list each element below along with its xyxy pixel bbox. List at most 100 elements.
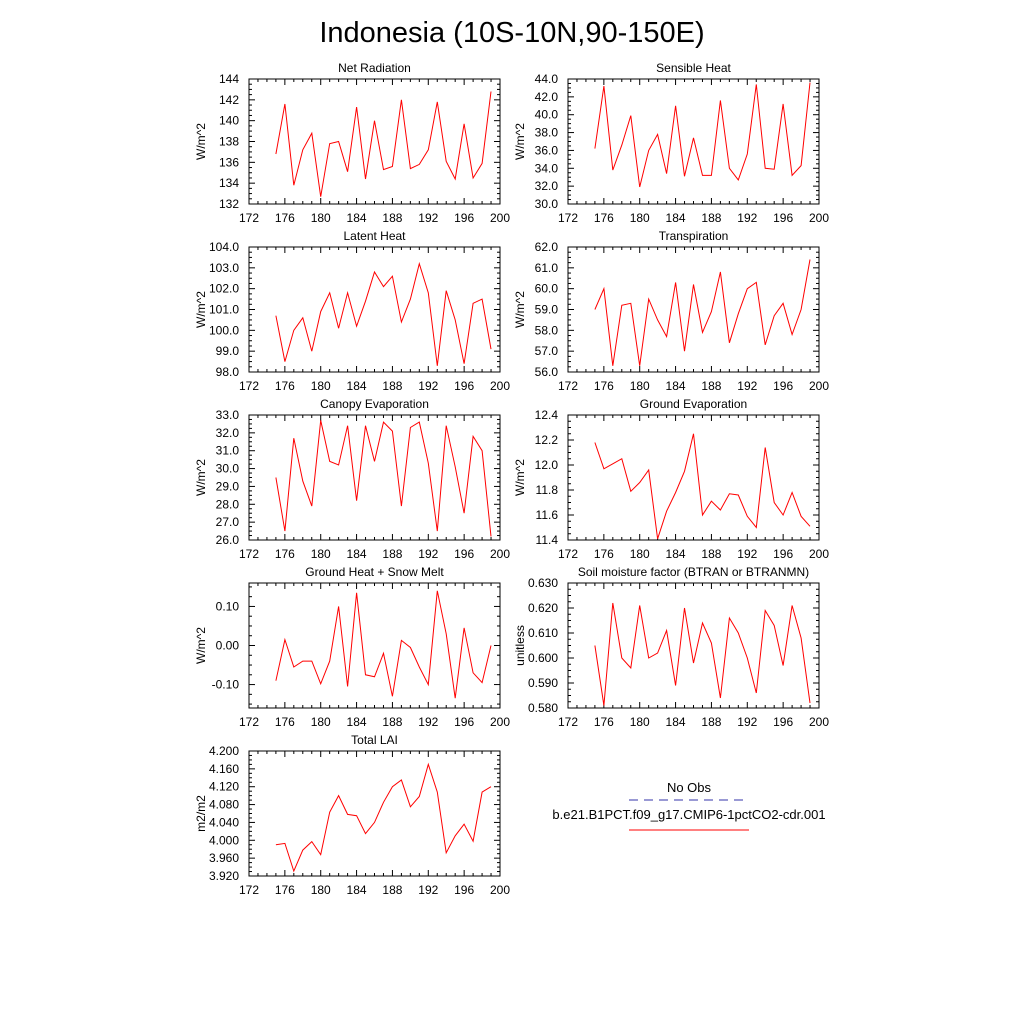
series-line-soil-moisture-factor-btran-or-btranmn xyxy=(594,602,811,706)
x-tick-label: 188 xyxy=(382,547,402,561)
series-line-canopy-evaporation xyxy=(275,420,492,537)
plot-frame-canopy-evaporation xyxy=(248,414,501,541)
y-tick-label: -0.10 xyxy=(212,678,240,692)
y-tick-label: 56.0 xyxy=(535,365,559,379)
x-tick-label: 172 xyxy=(239,211,259,225)
x-tick-label: 184 xyxy=(666,547,686,561)
x-tick-label: 196 xyxy=(773,211,793,225)
x-tick-label: 196 xyxy=(454,379,474,393)
y-tick-label: 11.4 xyxy=(536,533,559,547)
x-tick-label: 180 xyxy=(311,715,331,729)
x-tick-label: 176 xyxy=(594,379,614,393)
x-tick-label: 196 xyxy=(773,715,793,729)
y-tick-label: 34.0 xyxy=(535,161,559,175)
y-tick-label: 12.2 xyxy=(535,433,559,447)
x-tick-label: 200 xyxy=(490,379,510,393)
y-tick-label: 0.590 xyxy=(528,676,558,690)
y-tick-label: 4.080 xyxy=(209,798,239,812)
y-axis-label-sensible-heat: W/m^2 xyxy=(513,123,527,160)
panel-canopy-evaporation: Canopy Evaporation 172 176 180 184 188 192 196 2… xyxy=(194,397,510,561)
x-tick-label: 176 xyxy=(594,547,614,561)
panels-group: Net Radiation 172 176 180 184 188 192 196 200 132… xyxy=(194,61,829,897)
x-tick-label: 180 xyxy=(630,715,650,729)
x-tick-label: 176 xyxy=(275,211,295,225)
y-axis-label-net-radiation: W/m^2 xyxy=(194,123,208,160)
x-tick-label: 180 xyxy=(311,547,331,561)
y-tick-label: 38.0 xyxy=(535,126,559,140)
y-tick-label: 0.600 xyxy=(528,651,558,665)
series-line-total-lai xyxy=(275,762,492,873)
panel-title-ground-heat-snow-melt: Ground Heat + Snow Melt xyxy=(305,565,444,579)
y-tick-label: 0.630 xyxy=(528,576,558,590)
y-tick-label: 32.0 xyxy=(535,179,559,193)
y-tick-label: 3.920 xyxy=(209,869,239,883)
y-tick-label: 58.0 xyxy=(535,323,559,337)
legend-case-label: b.e21.B1PCT.f09_g17.CMIP6-1pctCO2-cdr.00… xyxy=(552,807,825,822)
x-tick-label: 196 xyxy=(454,715,474,729)
y-tick-label: 42.0 xyxy=(535,90,559,104)
x-tick-label: 200 xyxy=(490,211,510,225)
y-tick-label: 40.0 xyxy=(535,108,559,122)
x-tick-label: 188 xyxy=(382,379,402,393)
y-tick-label: 12.4 xyxy=(535,408,559,422)
y-tick-label: 26.0 xyxy=(216,533,240,547)
y-axis-label-canopy-evaporation: W/m^2 xyxy=(194,459,208,496)
x-tick-label: 172 xyxy=(239,883,259,897)
x-tick-label: 172 xyxy=(558,379,578,393)
y-tick-label: 27.0 xyxy=(216,515,240,529)
x-tick-label: 200 xyxy=(490,547,510,561)
y-tick-label: 99.0 xyxy=(216,344,240,358)
series-line-sensible-heat xyxy=(594,82,811,188)
y-tick-label: 33.0 xyxy=(216,408,240,422)
panel-title-transpiration: Transpiration xyxy=(659,229,729,243)
x-tick-label: 172 xyxy=(558,211,578,225)
series-line-latent-heat xyxy=(275,261,492,366)
y-tick-label: 30.0 xyxy=(216,462,240,476)
x-tick-label: 192 xyxy=(418,547,438,561)
x-tick-label: 176 xyxy=(275,547,295,561)
x-tick-label: 176 xyxy=(275,715,295,729)
y-tick-label: 4.120 xyxy=(209,780,239,794)
y-tick-label: 11.6 xyxy=(536,508,559,522)
x-tick-label: 192 xyxy=(418,211,438,225)
y-tick-label: 104.0 xyxy=(209,240,239,254)
panel-ground-evaporation: Ground Evaporation 172 176 180 184 188 192 196 2… xyxy=(513,397,829,561)
x-tick-label: 172 xyxy=(239,715,259,729)
panel-total-lai: Total LAI 172 176 180 184 188 192 196 200 3.920 3.… xyxy=(194,733,510,897)
x-tick-label: 184 xyxy=(666,211,686,225)
x-tick-label: 192 xyxy=(737,715,757,729)
panel-soil-moisture-factor-btran-or-btranmn: Soil moisture factor (BTRAN or BTRANMN) 1… xyxy=(513,565,829,729)
x-tick-label: 184 xyxy=(347,715,367,729)
y-tick-label: 134 xyxy=(219,176,239,190)
y-tick-label: 36.0 xyxy=(535,143,559,157)
y-tick-label: 100.0 xyxy=(209,323,239,337)
x-tick-label: 180 xyxy=(630,379,650,393)
panel-sensible-heat: Sensible Heat 172 176 180 184 188 192 196 200 30.… xyxy=(513,61,829,225)
x-tick-label: 176 xyxy=(275,379,295,393)
y-axis-label-total-lai: m2/m2 xyxy=(194,795,208,832)
x-tick-label: 200 xyxy=(809,379,829,393)
x-tick-label: 192 xyxy=(737,547,757,561)
y-tick-label: 0.00 xyxy=(216,639,240,653)
y-tick-label: 4.040 xyxy=(209,815,239,829)
plot-frame-total-lai xyxy=(248,750,501,877)
x-tick-label: 196 xyxy=(773,547,793,561)
panel-title-soil-moisture-factor-btran-or-btranmn: Soil moisture factor (BTRAN or BTRANMN) xyxy=(578,565,809,579)
panel-net-radiation: Net Radiation 172 176 180 184 188 192 196 200 132… xyxy=(194,61,510,225)
y-tick-label: 136 xyxy=(219,155,239,169)
x-tick-label: 172 xyxy=(558,547,578,561)
x-tick-label: 200 xyxy=(490,715,510,729)
x-tick-label: 200 xyxy=(809,211,829,225)
y-tick-label: 61.0 xyxy=(535,261,559,275)
y-tick-label: 0.10 xyxy=(216,599,240,613)
plot-frame-transpiration xyxy=(567,246,820,373)
x-tick-label: 188 xyxy=(701,379,721,393)
y-tick-label: 30.0 xyxy=(535,197,559,211)
x-tick-label: 196 xyxy=(454,883,474,897)
series-line-ground-evaporation xyxy=(594,433,811,539)
y-tick-label: 4.200 xyxy=(209,744,239,758)
y-tick-label: 98.0 xyxy=(216,365,240,379)
x-tick-label: 200 xyxy=(490,883,510,897)
page-title: Indonesia (10S-10N,90-150E) xyxy=(319,17,704,49)
y-tick-label: 0.580 xyxy=(528,701,558,715)
